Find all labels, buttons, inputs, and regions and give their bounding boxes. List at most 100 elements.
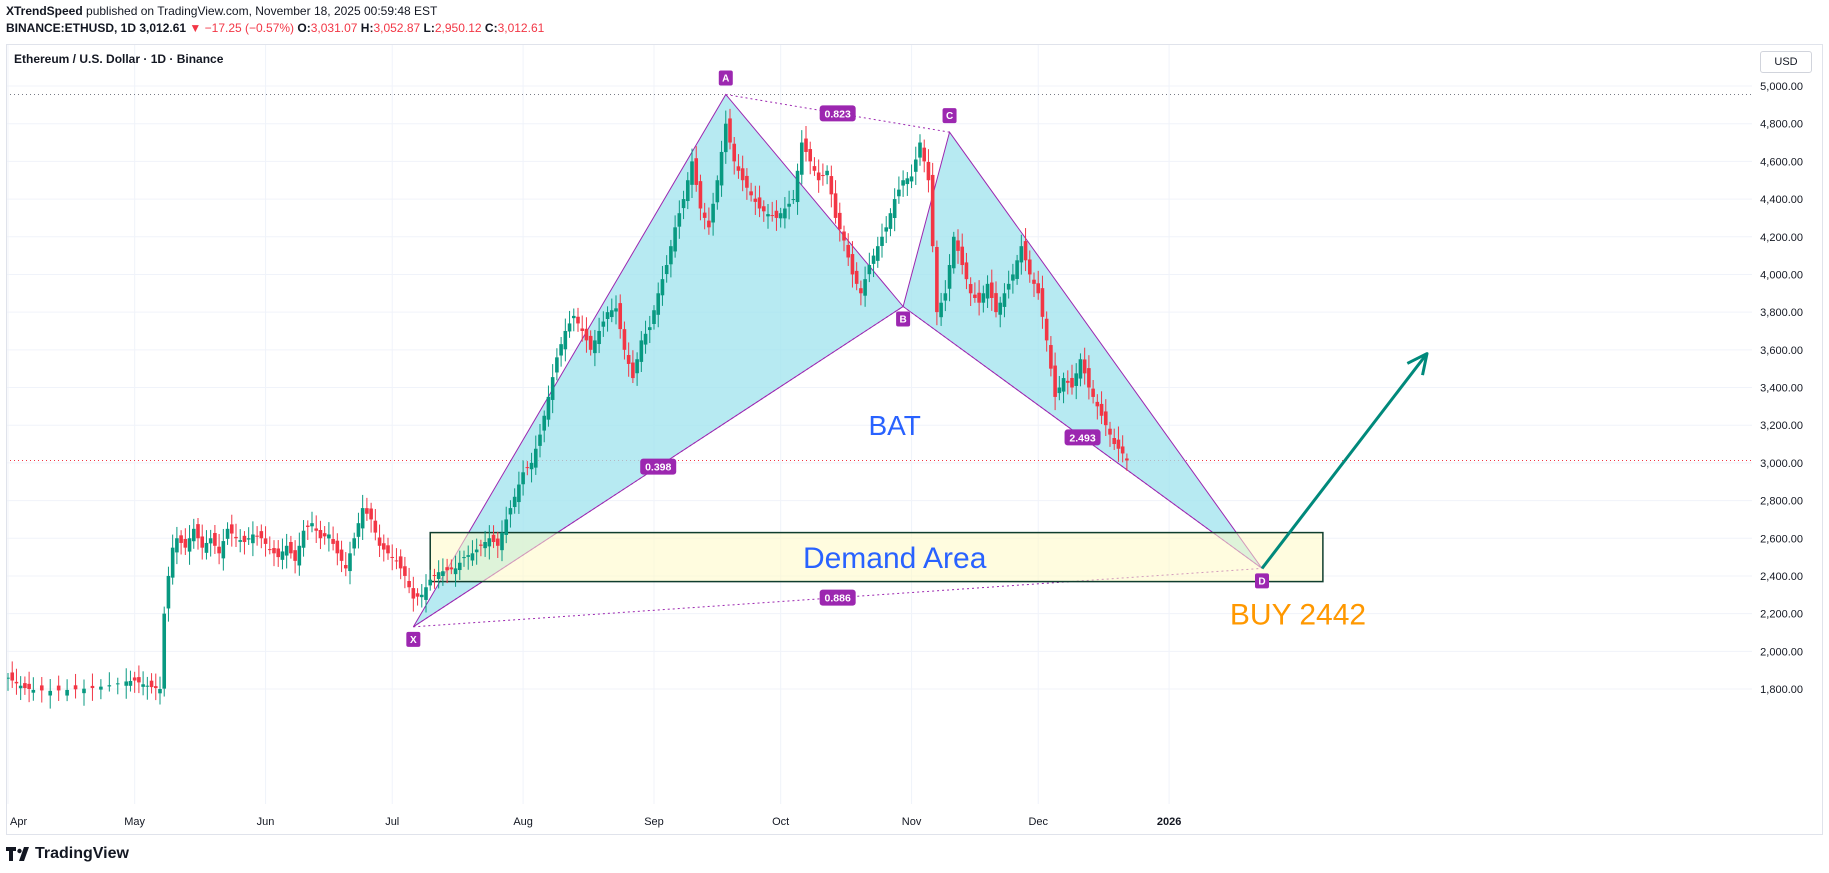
candle-body [179,535,183,543]
candle-body [517,484,521,503]
author-name[interactable]: XTrendSpeed [6,4,83,18]
candle-body [905,178,910,185]
y-tick-label: 2,200.00 [1760,609,1803,621]
candle-body [128,680,133,686]
candle-body [593,340,597,354]
y-tick-label: 4,600.00 [1760,156,1803,168]
candle-body [234,536,238,539]
candle-body [563,330,568,350]
candle-body [432,575,437,577]
candle-body [854,270,859,284]
candle-body [618,303,623,330]
candle-body [390,556,395,558]
projection-arrow-head [1406,352,1429,376]
projection-arrow-line [1260,352,1429,570]
candle-body [1036,283,1041,294]
candle-body [293,550,297,561]
high-value: 3,052.87 [373,21,421,35]
x-tick-label: Sep [644,816,664,828]
candle-body [601,321,606,327]
ratio-badge [819,589,856,606]
candle-body [56,685,61,691]
candle-body [504,519,509,535]
candle-body [1074,373,1079,386]
candle-body [732,143,737,162]
pattern-point-label: X [410,635,417,646]
bd-connector [902,306,1263,569]
candle-body [419,594,424,598]
candle-body [407,580,411,588]
footer-brand[interactable]: TradingView [6,845,129,863]
candle-body [132,677,137,681]
candle-body [263,538,268,544]
ratio-badge [819,105,856,122]
candle-body [998,302,1003,315]
candle-body [871,255,876,264]
y-tick-label: 2,800.00 [1760,496,1803,508]
candle-body [500,532,504,551]
candle-body [208,538,213,544]
x-tick-label: Apr [10,816,27,828]
x-tick-label: Jun [257,816,275,828]
close-value: 3,012.61 [497,21,545,35]
low-value: 2,950.12 [434,21,482,35]
candle-body [1019,246,1024,263]
candle-body [715,180,720,203]
candle-body [483,542,487,549]
candle-body [428,579,433,586]
candle-body [770,215,775,217]
candle-body [597,330,601,345]
candle-body [740,168,745,181]
candle-body [783,208,787,219]
candle-body [808,149,813,162]
candle-body [436,572,441,579]
candle-body [685,180,690,202]
candle-body [327,534,331,539]
candle-body [956,240,960,251]
candle-body [1023,241,1028,261]
currency-button[interactable]: USD [1760,51,1812,73]
candle-body [656,293,661,315]
candle-body [99,686,103,690]
candle-body [1044,318,1049,341]
candle-body [550,377,555,400]
candle-body [829,176,834,195]
candle-body [859,288,863,294]
candle-body [65,689,69,696]
pattern-point-marker [718,70,733,86]
candle-body [622,329,627,350]
symbol-label: BINANCE:ETHUSD, 1D [6,21,137,35]
candle-body [795,170,800,203]
ratio-label: 0.886 [825,593,851,605]
candle-body [1011,274,1015,281]
candle-body [571,315,576,319]
candle-body [977,292,981,303]
demand-area-box [429,531,1324,583]
candle-body [310,523,314,527]
candle-body [761,206,766,212]
candle-body [922,147,927,162]
candle-body [365,508,369,514]
candle-body [508,508,513,515]
candle-body [766,214,770,217]
chart-panel [6,44,1823,835]
y-tick-label: 1,800.00 [1760,684,1803,696]
candle-body [787,203,791,207]
candle-body [398,556,403,569]
candle-body [884,227,889,232]
candle-body [162,613,167,689]
price-change: ▼ −17.25 (−0.57%) [189,21,295,35]
candle-body [10,672,15,681]
candle-body [647,327,652,331]
x-tick-label: Aug [513,816,533,828]
candle-body [335,540,340,554]
candle-body [542,415,547,431]
ohlc-line: BINANCE:ETHUSD, 1D 3,012.61 ▼ −17.25 (−0… [6,21,544,35]
candle-body [681,199,686,209]
candle-body [694,158,699,185]
candle-body [107,685,112,687]
y-tick-label: 3,000.00 [1760,458,1803,470]
candle-body [880,236,884,246]
candle-body [652,310,656,324]
